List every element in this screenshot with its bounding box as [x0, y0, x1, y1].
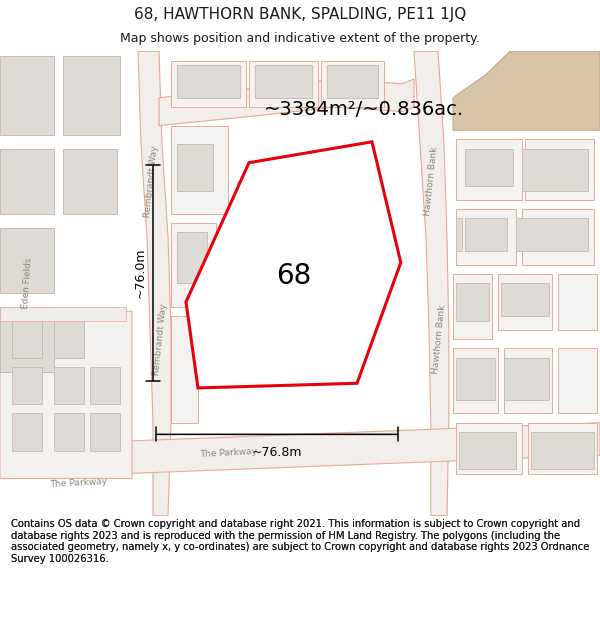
Text: ~76.8m: ~76.8m: [251, 446, 302, 459]
Polygon shape: [54, 321, 84, 357]
Polygon shape: [63, 56, 120, 135]
Text: ~76.0m: ~76.0m: [133, 248, 146, 298]
Polygon shape: [504, 349, 552, 414]
Polygon shape: [321, 61, 384, 107]
Polygon shape: [228, 228, 252, 256]
Polygon shape: [504, 357, 549, 399]
Polygon shape: [12, 321, 42, 357]
Text: Contains OS data © Crown copyright and database right 2021. This information is : Contains OS data © Crown copyright and d…: [11, 519, 589, 564]
Polygon shape: [558, 349, 597, 414]
Polygon shape: [171, 223, 216, 307]
Polygon shape: [159, 79, 414, 126]
Polygon shape: [186, 142, 401, 388]
Polygon shape: [456, 139, 522, 200]
Polygon shape: [54, 414, 84, 451]
Polygon shape: [456, 357, 495, 399]
Polygon shape: [0, 149, 54, 214]
Polygon shape: [171, 126, 228, 214]
Polygon shape: [0, 228, 54, 292]
Text: Map shows position and indicative extent of the property.: Map shows position and indicative extent…: [120, 32, 480, 45]
Polygon shape: [465, 149, 513, 186]
Polygon shape: [171, 316, 198, 422]
Polygon shape: [531, 432, 594, 469]
Text: The Parkway: The Parkway: [199, 447, 257, 459]
Polygon shape: [177, 232, 207, 283]
Text: Contains OS data © Crown copyright and database right 2021. This information is : Contains OS data © Crown copyright and d…: [11, 519, 589, 564]
Polygon shape: [237, 181, 258, 209]
Polygon shape: [12, 414, 42, 451]
Polygon shape: [453, 51, 600, 130]
Polygon shape: [414, 51, 449, 516]
Polygon shape: [171, 61, 246, 107]
Polygon shape: [516, 218, 588, 251]
Text: The Parkway: The Parkway: [49, 477, 107, 489]
Polygon shape: [558, 274, 597, 330]
Text: Rembrandt Way: Rembrandt Way: [143, 145, 160, 217]
Text: 68, HAWTHORN BANK, SPALDING, PE11 1JQ: 68, HAWTHORN BANK, SPALDING, PE11 1JQ: [134, 7, 466, 22]
Polygon shape: [249, 61, 318, 107]
Polygon shape: [177, 65, 240, 98]
Text: Hawthorn Bank: Hawthorn Bank: [422, 146, 439, 216]
Polygon shape: [0, 311, 132, 479]
Polygon shape: [138, 51, 171, 516]
Polygon shape: [0, 56, 54, 135]
Polygon shape: [0, 422, 600, 479]
Polygon shape: [528, 422, 597, 474]
Polygon shape: [498, 274, 552, 330]
Polygon shape: [522, 149, 588, 191]
Polygon shape: [63, 149, 117, 214]
Text: ~3384m²/~0.836ac.: ~3384m²/~0.836ac.: [264, 100, 464, 119]
Polygon shape: [453, 349, 498, 414]
Polygon shape: [327, 65, 378, 98]
Text: Eden Fields: Eden Fields: [21, 258, 33, 309]
Polygon shape: [453, 274, 492, 339]
Polygon shape: [456, 283, 489, 321]
Polygon shape: [90, 367, 120, 404]
Polygon shape: [0, 307, 54, 372]
Polygon shape: [54, 367, 84, 404]
Polygon shape: [456, 209, 516, 265]
Polygon shape: [177, 144, 213, 191]
Polygon shape: [501, 283, 549, 316]
Polygon shape: [0, 307, 126, 321]
Polygon shape: [465, 218, 507, 251]
Polygon shape: [525, 139, 594, 200]
Polygon shape: [456, 218, 462, 251]
Text: 68: 68: [277, 262, 311, 291]
Text: Rembrandt Way: Rembrandt Way: [152, 302, 169, 376]
Text: Hawthorn Bank: Hawthorn Bank: [431, 304, 448, 374]
Polygon shape: [522, 209, 594, 265]
Polygon shape: [459, 432, 516, 469]
Polygon shape: [255, 65, 312, 98]
Polygon shape: [456, 422, 522, 474]
Polygon shape: [12, 367, 42, 404]
Polygon shape: [90, 414, 120, 451]
